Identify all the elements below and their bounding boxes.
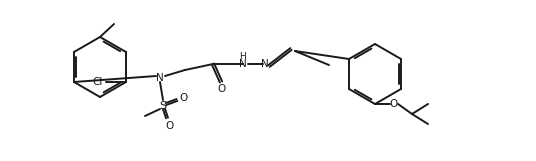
Text: N: N [156,73,164,83]
Text: H: H [240,52,247,61]
Text: Cl: Cl [93,77,103,87]
Text: O: O [390,99,398,109]
Text: N: N [239,59,247,69]
Text: N: N [261,59,269,69]
Text: O: O [218,84,226,94]
Text: S: S [159,101,167,111]
Text: O: O [180,93,188,103]
Text: O: O [165,121,173,131]
